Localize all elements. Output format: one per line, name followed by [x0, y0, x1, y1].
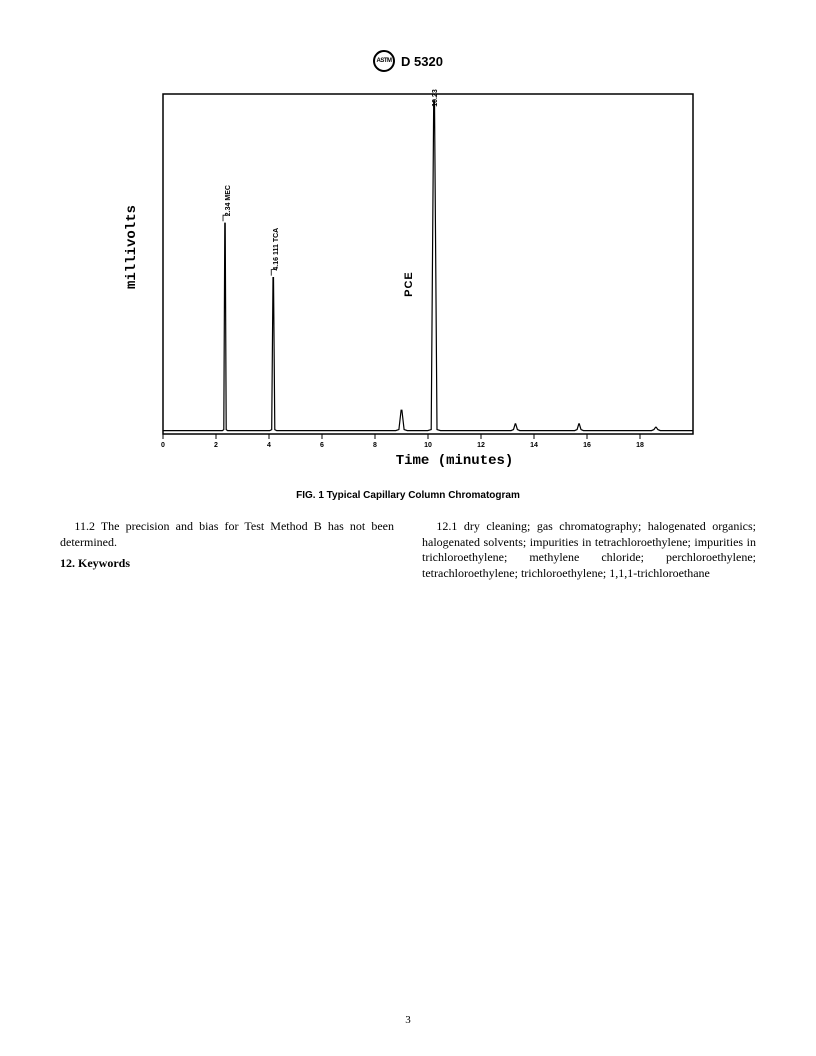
- body-columns: 11.2 The precision and bias for Test Met…: [60, 519, 756, 582]
- svg-text:12: 12: [477, 442, 485, 449]
- svg-text:10: 10: [424, 442, 432, 449]
- astm-logo-icon: ASTM: [373, 50, 395, 72]
- heading-12: 12. Keywords: [60, 556, 394, 572]
- svg-text:16: 16: [583, 442, 591, 449]
- para-12-1: 12.1 dry cleaning; gas chromatography; h…: [422, 519, 756, 581]
- svg-text:18: 18: [636, 442, 644, 449]
- svg-text:0: 0: [161, 442, 165, 449]
- svg-text:10.23: 10.23: [432, 89, 439, 107]
- doc-number: D 5320: [401, 54, 443, 69]
- page-number: 3: [0, 1014, 816, 1026]
- doc-header: ASTM D 5320: [60, 50, 756, 72]
- svg-text:2: 2: [214, 442, 218, 449]
- svg-text:2.34 MEC: 2.34 MEC: [225, 185, 232, 216]
- svg-text:8: 8: [373, 442, 377, 449]
- svg-text:4: 4: [267, 442, 271, 449]
- chromatogram-figure: 0 2 4 6 8 10 12 14 16 18 Time (minutes) millivolts 2…: [108, 82, 708, 482]
- svg-text:Time (minutes): Time (minutes): [396, 453, 514, 469]
- svg-text:6: 6: [320, 442, 324, 449]
- chromatogram-svg: 0 2 4 6 8 10 12 14 16 18 Time (minutes) millivolts 2…: [108, 82, 708, 482]
- svg-text:PCE: PCE: [403, 271, 415, 297]
- svg-text:4.16 111 TCA: 4.16 111 TCA: [273, 228, 280, 271]
- para-11-2: 11.2 The precision and bias for Test Met…: [60, 519, 394, 550]
- svg-text:14: 14: [530, 442, 538, 449]
- svg-text:millivolts: millivolts: [124, 205, 140, 289]
- figure-caption: FIG. 1 Typical Capillary Column Chromato…: [60, 490, 756, 501]
